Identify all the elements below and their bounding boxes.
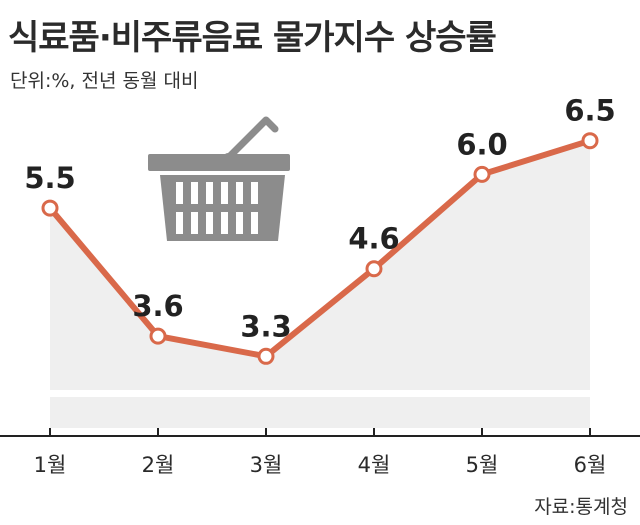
x-tick-label: 6월 <box>574 453 607 477</box>
x-tick-label: 1월 <box>34 453 67 477</box>
basket-slot <box>206 182 213 204</box>
basket-slot <box>251 182 258 204</box>
value-labels: 5.5 3.6 3.3 4.6 6.0 6.5 <box>24 94 615 344</box>
x-tick-label: 3월 <box>250 453 283 477</box>
x-tick-labels: 1월 2월 3월 4월 5월 6월 <box>34 453 607 477</box>
chart-subtitle-unit: 단위:%, 전년 동월 대비 <box>10 70 199 92</box>
basket-slot <box>221 182 228 204</box>
data-point-marker <box>149 327 167 345</box>
data-label: 6.5 <box>564 94 615 128</box>
basket-slot <box>236 212 243 234</box>
data-point-marker <box>41 199 59 217</box>
basket-slot <box>191 212 198 234</box>
data-point-marker <box>581 132 599 150</box>
area-layer <box>50 140 590 390</box>
source-note: 자료:통계청 <box>534 496 628 518</box>
x-tick-label: 4월 <box>358 453 391 477</box>
x-tick-label: 5월 <box>466 453 499 477</box>
data-point-marker <box>257 347 275 365</box>
data-label: 5.5 <box>24 161 75 195</box>
basket-slot <box>176 182 183 204</box>
data-label: 4.6 <box>348 222 399 256</box>
data-label: 6.0 <box>456 127 507 161</box>
axis-break-band <box>50 397 590 428</box>
basket-rim <box>148 154 290 171</box>
area-fill <box>50 140 590 390</box>
basket-slot <box>176 212 183 234</box>
data-point-marker <box>473 165 491 183</box>
basket-slot <box>251 212 258 234</box>
x-axis-ticks <box>49 428 591 436</box>
data-point-marker <box>365 260 383 278</box>
basket-slot <box>236 182 243 204</box>
series-layer <box>41 132 599 365</box>
chart-title: 식료품·비주류음료 물가지수 상승률 <box>8 18 497 58</box>
basket-slots <box>176 182 258 234</box>
data-label: 3.3 <box>240 309 291 343</box>
basket-handle <box>224 116 279 162</box>
basket-slot <box>206 212 213 234</box>
basket-slot <box>191 182 198 204</box>
series-line <box>47 137 593 360</box>
basket-slot <box>221 212 228 234</box>
data-label: 3.6 <box>132 289 183 323</box>
shopping-basket-icon <box>148 116 290 241</box>
x-tick-label: 2월 <box>142 453 175 477</box>
